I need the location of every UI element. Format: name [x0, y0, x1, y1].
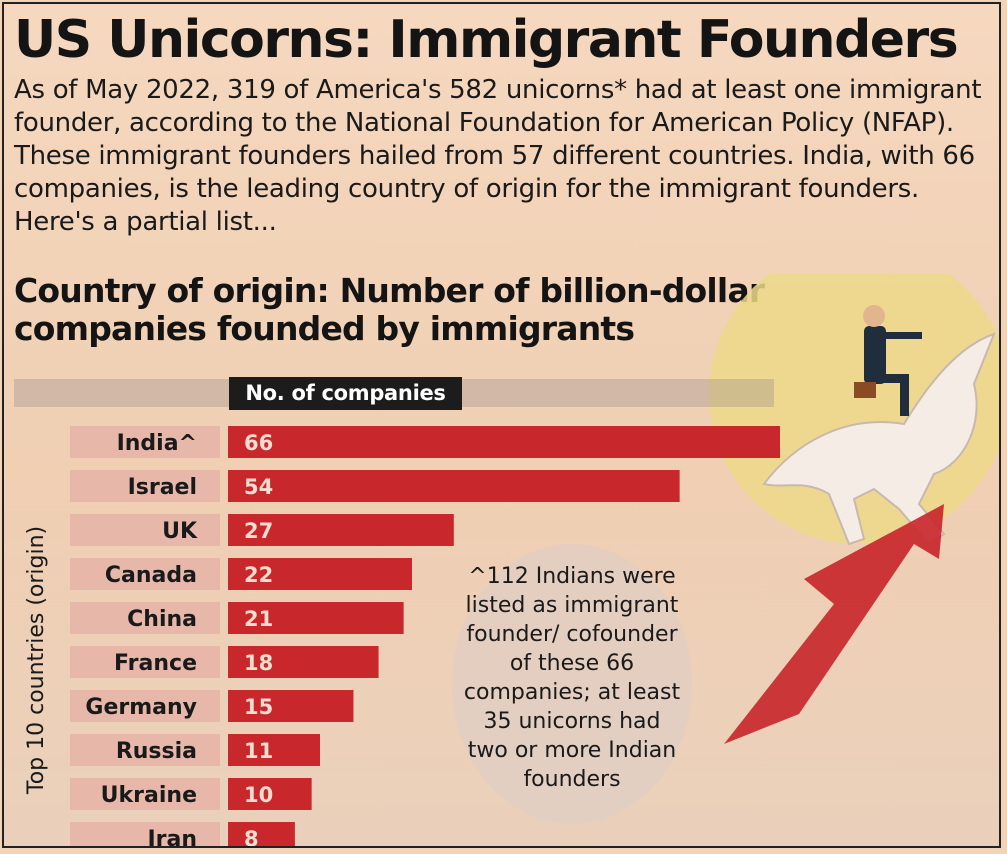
- category-label: Israel: [128, 475, 197, 500]
- intro-paragraph: As of May 2022, 319 of America's 582 uni…: [14, 75, 982, 237]
- red-arrow: [724, 504, 944, 744]
- y-axis-label: Top 10 countries (origin): [24, 525, 49, 794]
- category-label: UK: [162, 519, 198, 544]
- bar-value-label: 22: [244, 563, 273, 587]
- category-label-bg: [70, 514, 220, 546]
- unicorn-shape: [762, 332, 996, 546]
- category-label-bg: [70, 690, 220, 722]
- category-label: France: [114, 651, 197, 676]
- bar-value-label: 8: [244, 827, 259, 848]
- bar: [228, 646, 379, 678]
- bar: [228, 734, 320, 766]
- category-label-bg: [70, 602, 220, 634]
- rider-figure: [854, 305, 922, 416]
- bar-value-label: 11: [244, 739, 273, 763]
- bar-value-label: 54: [244, 475, 273, 499]
- category-label-bg: [70, 734, 220, 766]
- unicorn-rider-illustration: [709, 274, 999, 744]
- category-label: Ukraine: [101, 783, 197, 808]
- category-label: India^: [117, 431, 197, 456]
- category-label: China: [127, 607, 197, 632]
- bar: [228, 470, 680, 502]
- bar-value-label: 18: [244, 651, 273, 675]
- bar: [228, 558, 412, 590]
- category-label-bg: [70, 470, 220, 502]
- category-label: Iran: [147, 827, 197, 848]
- bar-chart: India^ 66 Israel 54 UK 27 Canada 22 China 21 Franc…: [70, 426, 780, 848]
- chart-title: Country of origin: Number of billion-dol…: [14, 271, 765, 348]
- category-label: Canada: [105, 563, 197, 588]
- category-label-bg: [70, 646, 220, 678]
- page-title: US Unicorns: Immigrant Founders: [14, 10, 959, 70]
- bar: [228, 778, 312, 810]
- bar-value-label: 15: [244, 695, 273, 719]
- bar-value-label: 21: [244, 607, 273, 631]
- bar-value-label: 66: [244, 431, 273, 455]
- bar-value-label: 27: [244, 519, 273, 543]
- category-label-bg: [70, 558, 220, 590]
- bar: [228, 822, 295, 846]
- bar: [228, 602, 404, 634]
- footnote-bubble: ^112 Indians were listed as immigrant fo…: [452, 544, 692, 824]
- bar-value-label: 10: [244, 783, 273, 807]
- category-label-bg: [70, 778, 220, 810]
- category-label: Russia: [116, 739, 197, 764]
- bar: [228, 426, 780, 458]
- category-label: Germany: [85, 695, 197, 720]
- bar: [228, 514, 454, 546]
- category-label-bg: [70, 822, 220, 846]
- bar: [228, 690, 354, 722]
- axis-header: No. of companies: [229, 377, 462, 410]
- category-label-bg: [70, 426, 220, 458]
